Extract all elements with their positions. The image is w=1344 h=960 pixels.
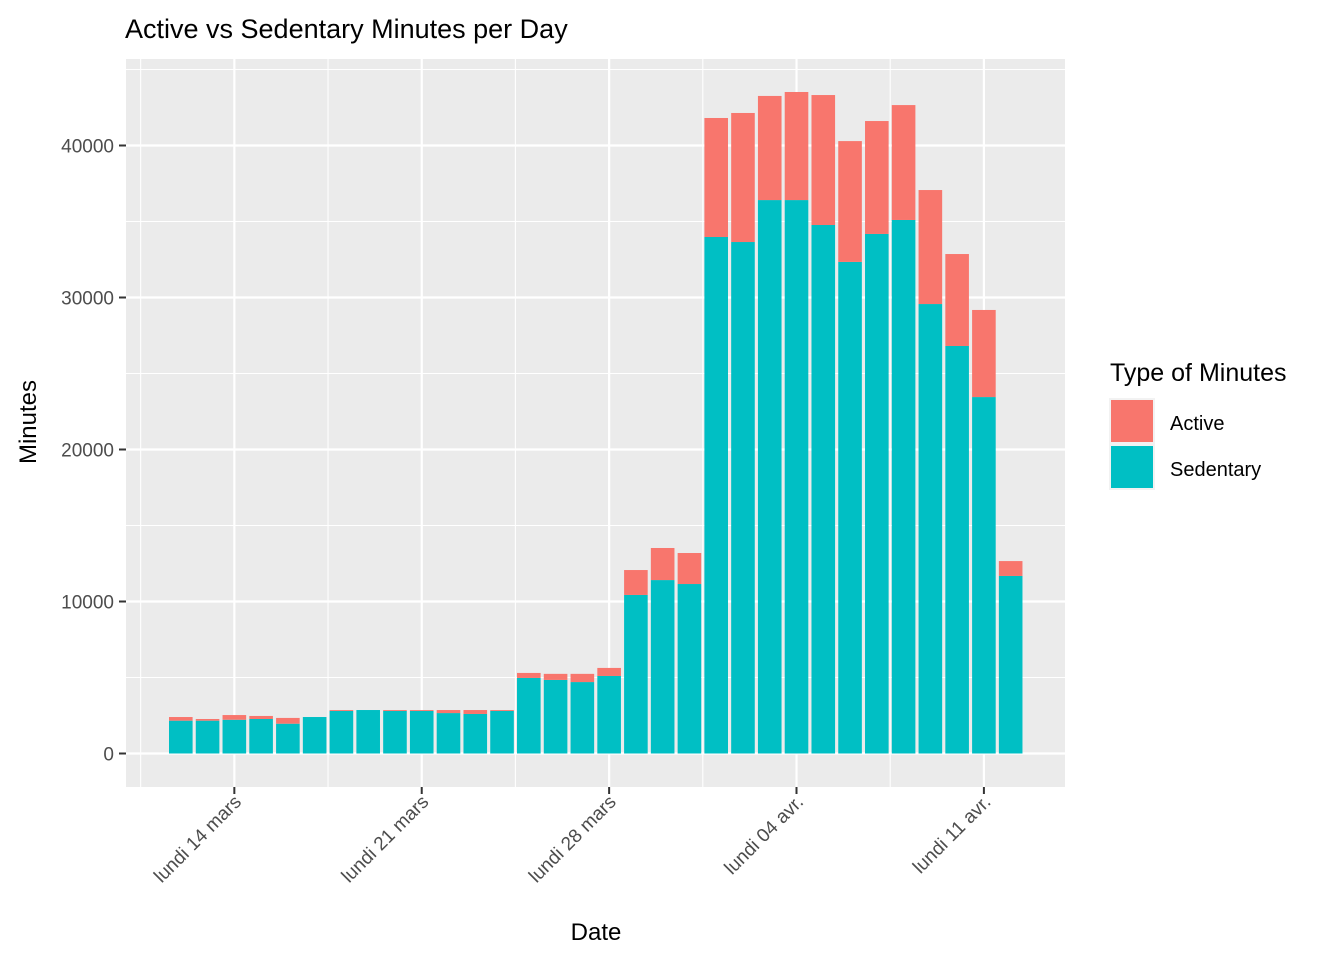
bar-sedentary <box>650 580 675 754</box>
bar-active <box>383 710 407 711</box>
y-tick-label: 20000 <box>61 441 114 462</box>
bar-active <box>543 673 568 680</box>
bar-sedentary <box>302 717 327 754</box>
bar-sedentary <box>276 723 300 754</box>
bar-sedentary <box>891 219 916 754</box>
bar-sedentary <box>463 713 488 754</box>
bar-sedentary <box>677 584 702 754</box>
x-tick-label: lundi 28 mars <box>525 792 621 888</box>
bar-sedentary <box>356 710 380 754</box>
bar-active <box>972 309 996 398</box>
bar-sedentary <box>757 200 782 754</box>
legend-swatch-sedentary <box>1111 446 1153 488</box>
bar-active <box>436 710 461 714</box>
bar-active <box>463 710 488 714</box>
y-tick-label: 30000 <box>61 289 114 310</box>
y-axis: 0 10000 20000 30000 40000 <box>61 137 126 766</box>
bar-sedentary <box>169 720 193 754</box>
bar-sedentary <box>517 677 541 754</box>
bar-active <box>490 710 514 711</box>
bar-active <box>757 95 782 201</box>
bar-active <box>195 718 220 721</box>
bar-sedentary <box>811 224 836 754</box>
bar-active <box>998 561 1023 576</box>
bar-active <box>222 715 247 720</box>
bar-active <box>704 117 728 238</box>
bar-sedentary <box>945 345 969 754</box>
bar-active <box>891 105 916 220</box>
bar-sedentary <box>998 575 1023 754</box>
bar-active <box>784 91 809 201</box>
bar-active <box>838 141 862 262</box>
bar-sedentary <box>704 237 728 754</box>
legend-title: Type of Minutes <box>1110 359 1286 387</box>
legend-label-active: Active <box>1170 413 1224 435</box>
bar-sedentary <box>222 719 247 754</box>
bar-active <box>276 717 300 724</box>
x-tick-label: lundi 21 mars <box>338 792 434 888</box>
bar-sedentary <box>784 200 809 754</box>
bar-sedentary <box>624 594 648 754</box>
y-tick-label: 0 <box>103 745 114 766</box>
bar-sedentary <box>570 682 595 754</box>
bars <box>169 91 1023 754</box>
bar-sedentary <box>490 710 514 754</box>
y-tick-label: 10000 <box>61 593 114 614</box>
x-tick-label: lundi 11 avr. <box>909 792 995 878</box>
legend-label-sedentary: Sedentary <box>1170 459 1261 481</box>
bar-sedentary <box>838 261 862 754</box>
bar-active <box>249 715 273 719</box>
y-tick-label: 40000 <box>61 137 114 158</box>
bar-sedentary <box>918 304 943 754</box>
bar-active <box>329 710 354 711</box>
bar-active <box>731 112 755 243</box>
bar-active <box>650 547 675 581</box>
bar-sedentary <box>409 710 434 754</box>
legend: Type of Minutes Active Sedentary <box>1109 359 1286 490</box>
bar-sedentary <box>543 679 568 754</box>
bar-sedentary <box>731 242 755 754</box>
x-tick-label: lundi 04 avr. <box>721 792 808 879</box>
bar-sedentary <box>383 710 407 754</box>
x-axis-title: Date <box>571 919 622 946</box>
bar-sedentary <box>865 233 889 754</box>
bar-active <box>811 95 836 225</box>
bar-active <box>517 672 541 678</box>
bar-active <box>169 717 193 721</box>
bar-active <box>677 553 702 585</box>
y-axis-title: Minutes <box>15 380 42 464</box>
bar-active <box>624 570 648 595</box>
bar-active <box>918 190 943 305</box>
bar-sedentary <box>597 675 621 754</box>
legend-swatch-active <box>1111 400 1153 442</box>
x-tick-label: lundi 14 mars <box>150 792 246 888</box>
chart-title: Active vs Sedentary Minutes per Day <box>125 14 568 44</box>
bar-active <box>597 667 621 676</box>
bar-sedentary <box>195 720 220 754</box>
x-axis: lundi 14 mars lundi 21 mars lundi 28 mars l… <box>150 787 995 887</box>
bar-sedentary <box>972 397 996 754</box>
bar-active <box>570 673 595 683</box>
minor-gridlines <box>126 59 1065 787</box>
bar-sedentary <box>436 713 461 754</box>
bar-sedentary <box>249 718 273 754</box>
bar-active <box>865 121 889 234</box>
bar-sedentary <box>329 710 354 754</box>
bar-active <box>945 254 969 346</box>
bar-active <box>409 710 434 711</box>
